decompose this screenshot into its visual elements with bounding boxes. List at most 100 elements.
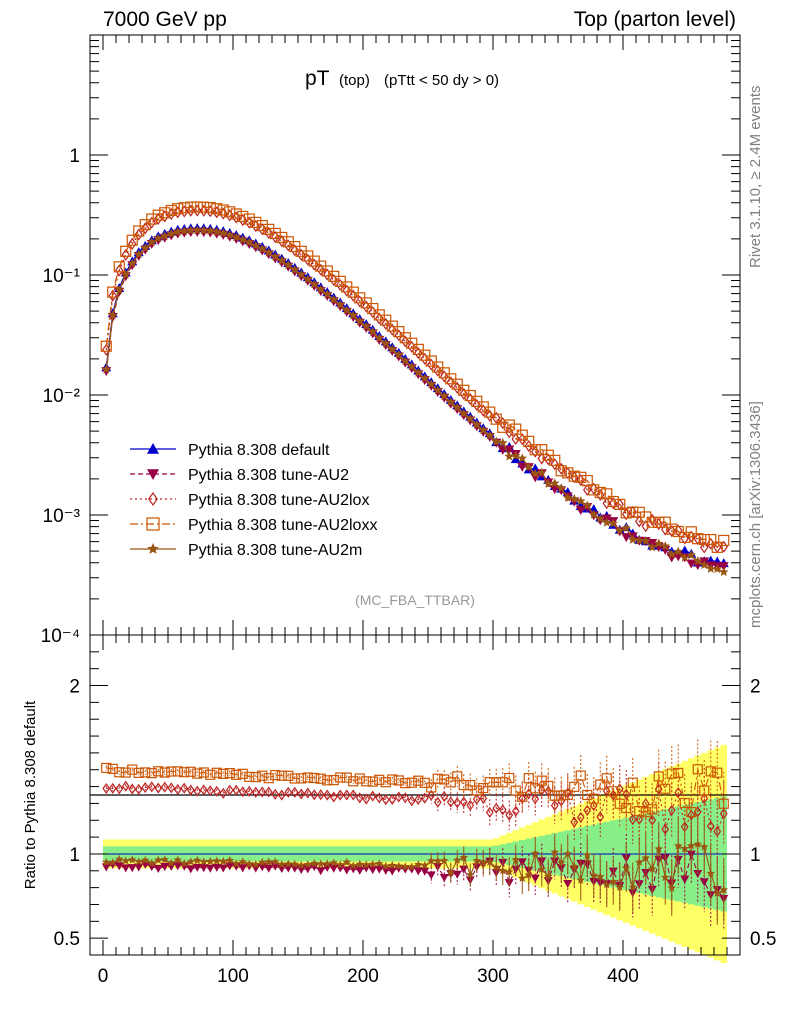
series-marker-4 bbox=[270, 251, 280, 261]
series-marker-4 bbox=[212, 226, 222, 236]
series-marker-3 bbox=[490, 413, 502, 425]
ratio-marker-4 bbox=[173, 855, 182, 864]
ratio-marker-3 bbox=[582, 789, 593, 801]
header-right: Top (parton level) bbox=[573, 8, 736, 31]
ratio-marker-4 bbox=[713, 888, 722, 897]
main-panel-ticks bbox=[90, 35, 740, 636]
series-marker-3 bbox=[711, 541, 723, 553]
series-marker-2 bbox=[648, 513, 657, 526]
ratio-marker-1 bbox=[225, 862, 235, 871]
series-marker-4 bbox=[569, 493, 579, 503]
ratio-marker-4 bbox=[316, 859, 325, 868]
ratio-marker-4 bbox=[258, 857, 267, 866]
x-axis-tick-labels: 0 100 200 300 400 bbox=[98, 966, 639, 987]
ratio-marker-4 bbox=[609, 877, 618, 886]
series-marker-2 bbox=[186, 204, 195, 217]
series-marker-3 bbox=[432, 361, 444, 373]
series-marker-4 bbox=[517, 453, 527, 463]
ratio-marker-2 bbox=[459, 796, 468, 808]
ratio-marker-2 bbox=[596, 811, 605, 823]
series-marker-3 bbox=[198, 201, 210, 213]
ratio-marker-4 bbox=[544, 871, 553, 881]
series-marker-4 bbox=[641, 536, 651, 546]
ratio-marker-2 bbox=[199, 784, 208, 796]
ratio-marker-3 bbox=[653, 771, 664, 782]
ratio-line-3 bbox=[106, 767, 725, 814]
ratio-marker-2 bbox=[225, 784, 234, 796]
series-marker-3 bbox=[191, 201, 203, 213]
ratio-marker-3 bbox=[393, 775, 404, 786]
series-marker-2 bbox=[160, 210, 169, 223]
ratio-marker-3 bbox=[679, 797, 690, 809]
series-marker-3 bbox=[360, 297, 372, 309]
ratio-marker-4 bbox=[706, 868, 715, 877]
ratio-marker-1 bbox=[205, 864, 215, 873]
ratio-marker-2 bbox=[108, 782, 117, 794]
ratio-marker-3 bbox=[536, 775, 547, 786]
ratio-marker-4 bbox=[128, 855, 137, 864]
series-marker-4 bbox=[348, 310, 358, 320]
ratio-marker-2 bbox=[531, 793, 540, 805]
ratio-panel: 0.5 0.5 1 1 2 2 0 100 200 300 400 Ratio to Pythia… bbox=[22, 634, 776, 987]
series-marker-3 bbox=[269, 227, 281, 240]
series-marker-2 bbox=[206, 205, 215, 218]
ratio-marker-3 bbox=[530, 783, 541, 794]
ratio-marker-4 bbox=[459, 853, 468, 862]
ratio-marker-3 bbox=[588, 793, 599, 804]
ratio-marker-1 bbox=[212, 863, 222, 872]
ratio-marker-1 bbox=[530, 874, 540, 883]
series-marker-4 bbox=[673, 546, 683, 556]
ratio-marker-4 bbox=[401, 862, 410, 871]
series-line-2 bbox=[105, 209, 724, 549]
ratio-marker-3 bbox=[458, 779, 469, 791]
ratio-marker-4 bbox=[440, 856, 449, 865]
ratio-marker-2 bbox=[329, 791, 338, 803]
series-marker-3 bbox=[653, 516, 665, 528]
series-marker-3 bbox=[718, 534, 730, 547]
ratio-marker-2 bbox=[661, 823, 670, 835]
series-marker-4 bbox=[121, 269, 131, 279]
series-marker-4 bbox=[530, 468, 540, 478]
series-marker-3 bbox=[497, 421, 509, 433]
series-marker-4 bbox=[335, 299, 345, 309]
ratio-marker-2 bbox=[472, 793, 481, 805]
ratio-marker-4 bbox=[433, 856, 442, 865]
ratio-marker-3 bbox=[387, 774, 398, 785]
series-marker-4 bbox=[368, 326, 378, 336]
series-marker-4 bbox=[147, 237, 157, 247]
y-tick-label: 10⁻¹ bbox=[43, 266, 81, 287]
ratio-marker-3 bbox=[224, 767, 235, 779]
ratio-marker-2 bbox=[316, 789, 325, 801]
ratio-marker-3 bbox=[166, 766, 177, 777]
legend: Pythia 8.308 default Pythia 8.308 tune-AU… bbox=[130, 442, 377, 559]
ratio-marker-4 bbox=[596, 872, 605, 881]
ratio-marker-4 bbox=[557, 858, 566, 867]
ratio-marker-1 bbox=[121, 864, 131, 873]
ratio-marker-2 bbox=[232, 784, 241, 796]
ratio-marker-2 bbox=[186, 784, 195, 796]
series-marker-2 bbox=[394, 329, 403, 342]
legend-label-1: Pythia 8.308 tune-AU2 bbox=[188, 467, 349, 484]
series-marker-0 bbox=[679, 545, 690, 555]
ratio-marker-2 bbox=[251, 786, 260, 798]
ratio-marker-3 bbox=[400, 778, 411, 789]
ratio-marker-4 bbox=[290, 859, 299, 868]
series-marker-3 bbox=[224, 206, 236, 218]
ratio-marker-3 bbox=[471, 785, 482, 796]
series-marker-4 bbox=[582, 500, 592, 510]
series-marker-4 bbox=[543, 478, 553, 488]
ratio-marker-4 bbox=[680, 844, 689, 853]
ratio-marker-4 bbox=[199, 857, 208, 866]
ratio-marker-4 bbox=[154, 855, 163, 864]
series-marker-4 bbox=[491, 436, 501, 446]
ratio-marker-2 bbox=[238, 786, 247, 798]
series-marker-4 bbox=[595, 513, 605, 523]
ratio-marker-1 bbox=[153, 864, 163, 873]
ratio-marker-2 bbox=[193, 785, 202, 797]
series-marker-2 bbox=[641, 520, 650, 533]
series-marker-2 bbox=[303, 253, 312, 266]
ratio-marker-3 bbox=[218, 768, 229, 779]
main-panel-series bbox=[100, 201, 730, 577]
ratio-line-2 bbox=[106, 785, 725, 833]
ratio-marker-4 bbox=[245, 859, 254, 868]
